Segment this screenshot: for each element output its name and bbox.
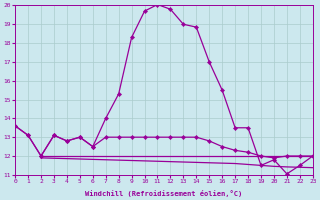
X-axis label: Windchill (Refroidissement éolien,°C): Windchill (Refroidissement éolien,°C) [85,190,243,197]
